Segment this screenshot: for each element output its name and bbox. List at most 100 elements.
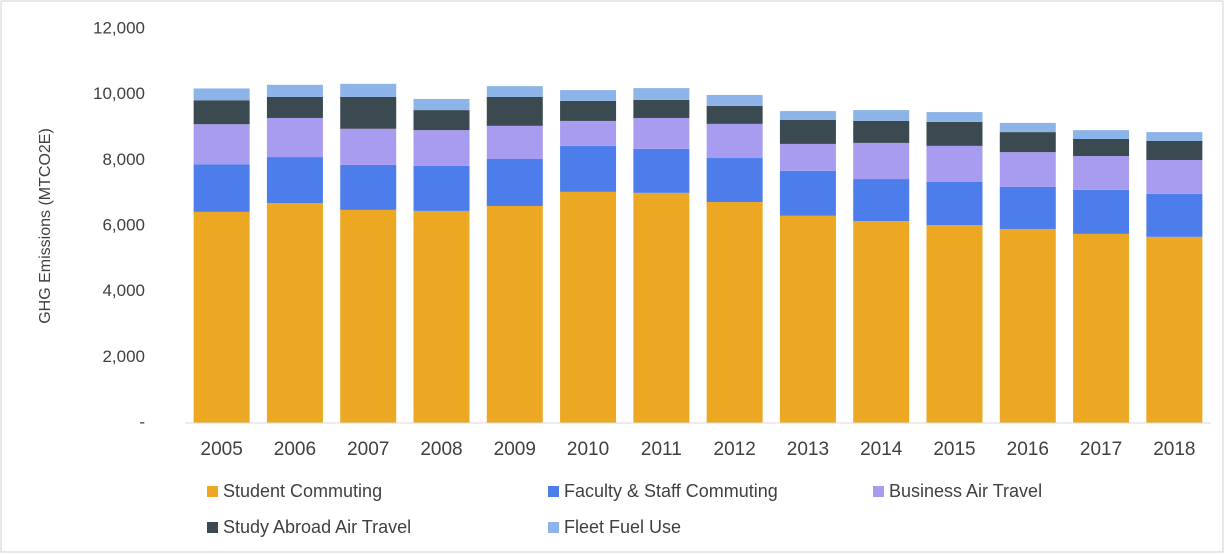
bar-segment	[853, 179, 910, 222]
bar-segment	[706, 202, 763, 423]
x-tick-label: 2008	[420, 439, 462, 460]
bar-segment	[779, 119, 836, 144]
bar-segment	[413, 210, 470, 423]
bar-segment	[706, 94, 763, 106]
bar-segment	[266, 96, 323, 118]
bar-segment	[926, 145, 983, 183]
bar-segment	[779, 215, 836, 423]
bar-segment	[193, 211, 250, 423]
bar-segment	[560, 90, 617, 101]
legend-swatch	[207, 522, 218, 533]
bar-segment	[1073, 189, 1130, 234]
bar-segment	[633, 99, 690, 118]
bar-segment	[853, 110, 910, 121]
bar-segment	[999, 132, 1056, 153]
x-tick-label: 2013	[787, 439, 829, 460]
x-tick-label: 2009	[494, 439, 536, 460]
bar-segment	[560, 120, 617, 146]
bar-segment	[560, 145, 617, 192]
y-tick-label: -	[139, 412, 145, 431]
legend-swatch	[207, 486, 218, 497]
legend-label: Faculty & Staff Commuting	[564, 481, 778, 501]
bar-segment	[779, 143, 836, 171]
bar-segment	[999, 228, 1056, 423]
x-tick-label: 2014	[860, 439, 903, 460]
legend-label: Business Air Travel	[889, 481, 1042, 501]
legend-swatch	[548, 522, 559, 533]
bar-segment	[633, 88, 690, 100]
bar-segment	[266, 84, 323, 97]
bar-segment	[1146, 236, 1203, 423]
bar-segment	[779, 170, 836, 216]
bar-segment	[633, 192, 690, 423]
x-tick-label: 2017	[1080, 439, 1122, 460]
bar-segment	[1146, 193, 1203, 237]
bar-segment	[779, 111, 836, 120]
bar-segment	[1073, 233, 1130, 423]
bar-segment	[266, 117, 323, 158]
bar-segment	[706, 123, 763, 159]
legend-label: Study Abroad Air Travel	[223, 517, 411, 537]
bar-segment	[560, 100, 617, 121]
bar-segment	[1073, 156, 1130, 190]
bar-segment	[999, 186, 1056, 229]
bar-segment	[853, 142, 910, 180]
x-tick-label: 2007	[347, 439, 389, 460]
bar-segment	[999, 122, 1056, 133]
bar-segment	[633, 117, 690, 149]
y-axis-label: GHG Emissions (MTCO2E)	[37, 128, 54, 324]
y-tick-label: 12,000	[93, 18, 145, 37]
bar-segment	[853, 120, 910, 143]
bar-segment	[926, 225, 983, 423]
bar-segment	[1073, 130, 1130, 139]
y-tick-label: 6,000	[102, 215, 145, 234]
y-tick-label: 4,000	[102, 281, 145, 300]
bar-segment	[926, 112, 983, 122]
bar-segment	[486, 205, 543, 423]
bar-segment	[999, 152, 1056, 187]
bar-segment	[340, 128, 397, 165]
bar-segment	[1146, 140, 1203, 161]
bar-segment	[1073, 138, 1130, 157]
bar-segment	[486, 159, 543, 206]
bar-segment	[266, 157, 323, 204]
bar-segment	[413, 130, 470, 166]
bar-segment	[193, 100, 250, 125]
bar-segment	[853, 221, 910, 423]
bar-segment	[486, 96, 543, 126]
bar-segment	[926, 182, 983, 226]
bar-segment	[486, 125, 543, 160]
x-tick-label: 2006	[274, 439, 316, 460]
legend-label: Fleet Fuel Use	[564, 517, 681, 537]
x-tick-label: 2018	[1153, 439, 1195, 460]
bar-segment	[486, 86, 543, 97]
bar-segment	[193, 164, 250, 212]
bar-segment	[340, 96, 397, 129]
bar-segment	[413, 165, 470, 211]
bar-segment	[560, 191, 617, 423]
x-tick-label: 2012	[714, 439, 756, 460]
bar-segment	[706, 158, 763, 203]
x-tick-label: 2011	[641, 439, 682, 460]
bar-segment	[413, 110, 470, 131]
bar-segment	[193, 124, 250, 165]
legend-swatch	[548, 486, 559, 497]
bar-segment	[340, 83, 397, 97]
bar-segment	[926, 121, 983, 146]
bar-segment	[413, 98, 470, 111]
bar-segment	[1146, 132, 1203, 141]
bar-segment	[340, 164, 397, 210]
y-tick-label: 10,000	[93, 84, 145, 103]
y-tick-label: 8,000	[102, 150, 145, 169]
bar-segment	[193, 88, 250, 101]
legend-swatch	[873, 486, 884, 497]
bar-segment	[633, 148, 690, 193]
x-tick-label: 2005	[201, 439, 243, 460]
x-tick-label: 2016	[1007, 439, 1049, 460]
bar-segment	[266, 203, 323, 423]
x-tick-label: 2010	[567, 439, 609, 460]
bar-segment	[1146, 160, 1203, 194]
bar-segment	[706, 105, 763, 124]
y-tick-label: 2,000	[102, 347, 145, 366]
